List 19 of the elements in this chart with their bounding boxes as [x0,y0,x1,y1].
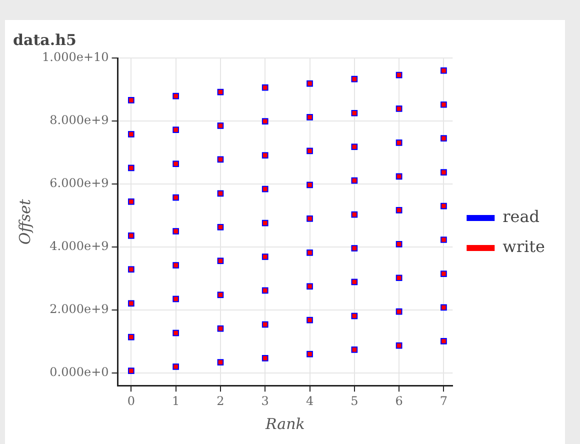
y-tick-label: 2.000e+9 [50,302,109,316]
x-tick-label: 7 [440,394,448,408]
x-tick-label: 2 [216,394,224,408]
legend-label: write [502,237,545,256]
x-tick-label: 6 [395,394,403,408]
y-axis-title: Offset [16,198,34,245]
x-tick-label: 1 [172,394,180,408]
y-tick-label: 0.000e+0 [50,365,109,380]
y-tick-label: 1.000e+10 [42,50,109,64]
y-tick-label: 6.000e+9 [50,176,109,190]
chart-title: data.h5 [13,30,76,49]
legend-label: read [502,207,540,226]
x-tick-label: 5 [350,394,358,408]
y-tick-label: 8.000e+9 [50,113,109,128]
x-tick-label: 4 [306,394,314,408]
x-axis-title: Rank [264,414,305,433]
x-tick-label: 0 [127,394,135,408]
y-tick-label: 4.000e+9 [50,239,109,254]
x-tick-label: 3 [261,394,269,408]
